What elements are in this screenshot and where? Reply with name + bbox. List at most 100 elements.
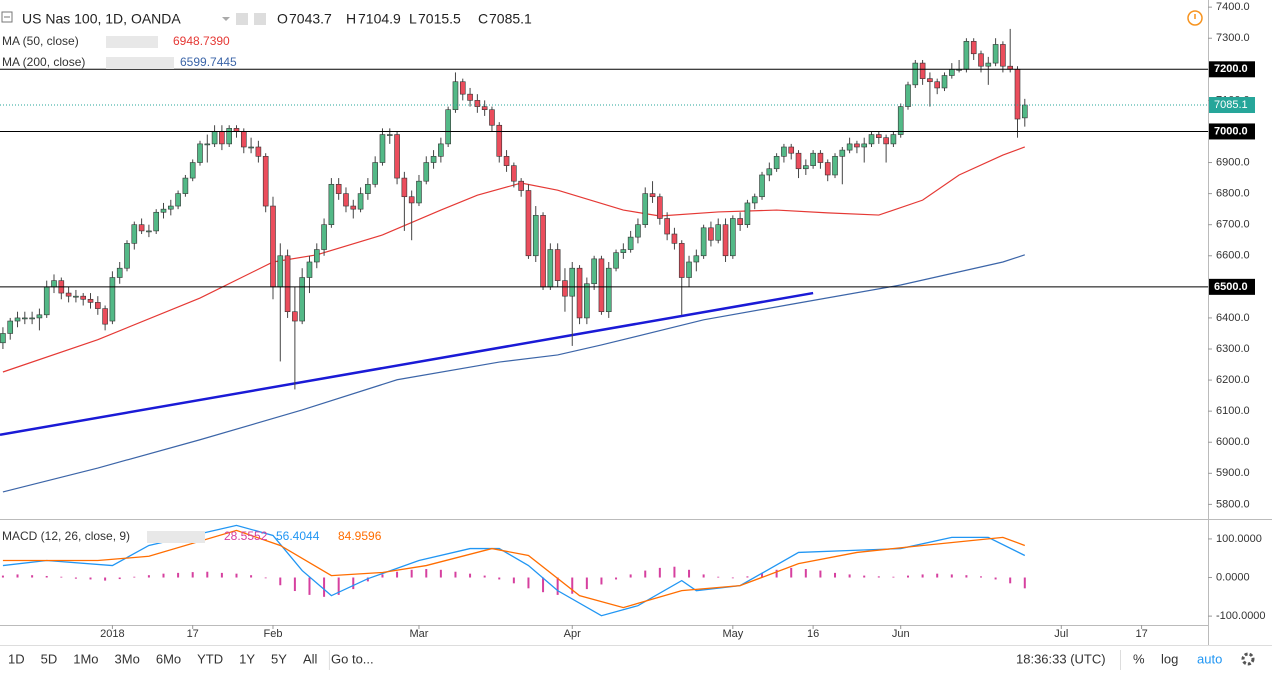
range-button[interactable]: 1D	[8, 651, 25, 666]
dropdown-icon[interactable]	[222, 17, 230, 21]
y-tick-label: 5900.0	[1216, 467, 1250, 479]
horizontal-line-label: 7200.0	[1214, 63, 1248, 75]
high-value: 7104.9	[358, 11, 401, 27]
candle-body	[649, 193, 656, 198]
candle-body	[43, 286, 50, 316]
y-tick-label: 7300.0	[1216, 32, 1250, 44]
candle-body	[299, 277, 305, 322]
candle-body	[445, 109, 451, 145]
range-button[interactable]: 1Y	[239, 651, 255, 666]
goto-button[interactable]: Go to...	[331, 651, 374, 666]
open-value: 7043.7	[289, 11, 332, 27]
horizontal-line-label: 7000.0	[1214, 125, 1248, 137]
settings-button[interactable]	[254, 13, 266, 25]
histogram-bar	[644, 570, 647, 578]
close-label: C	[478, 11, 488, 27]
log-button[interactable]: log	[1161, 651, 1178, 666]
collapse-button[interactable]	[1, 11, 13, 23]
histogram-bar	[323, 577, 326, 597]
candle-body	[401, 177, 408, 198]
candle-body	[204, 143, 211, 146]
candle-body	[408, 196, 415, 204]
histogram-bar	[498, 577, 501, 580]
histogram-bar	[439, 569, 442, 578]
ma200-buttons[interactable]	[106, 57, 174, 69]
candle-body	[474, 100, 481, 107]
histogram-bar	[877, 576, 880, 578]
alert-icon[interactable]	[1187, 10, 1203, 26]
range-button[interactable]: 5Y	[271, 651, 287, 666]
candle-body	[7, 320, 14, 334]
candle-body	[876, 134, 882, 138]
settings-gear[interactable]	[1241, 652, 1255, 666]
candle-body	[357, 193, 364, 210]
price-label-box	[1209, 123, 1255, 140]
histogram-bar	[104, 577, 107, 581]
candle-body	[306, 261, 313, 278]
candle-body	[219, 131, 225, 145]
range-button[interactable]: YTD	[197, 651, 223, 666]
y-tick-label: 6100.0	[1216, 405, 1250, 417]
candle-body	[73, 295, 79, 298]
candle-body	[751, 196, 758, 204]
candle-body	[824, 162, 831, 176]
low-label: L	[409, 11, 417, 27]
candle-body	[116, 267, 123, 278]
candle-body	[313, 249, 320, 263]
high-label: H	[346, 11, 356, 27]
y-tick-label: 6600.0	[1216, 250, 1250, 262]
candle-body	[438, 143, 444, 157]
histogram-bar	[454, 571, 457, 578]
candle-body	[773, 156, 780, 170]
candle-body	[569, 267, 576, 297]
candle-body	[153, 211, 160, 232]
trend-line	[0, 291, 814, 437]
range-button[interactable]: All	[303, 651, 318, 666]
y-tick-label: 5800.0	[1216, 498, 1250, 510]
candle-body	[584, 283, 590, 319]
ma50-buttons[interactable]	[106, 36, 158, 48]
macd-hist-value: 28.5552	[224, 529, 268, 543]
candle-body	[525, 190, 532, 257]
symbol-title[interactable]: US Nas 100, 1D, OANDA	[22, 11, 181, 27]
candle-body	[978, 53, 984, 67]
ma200-legend-name: MA (200, close)	[2, 55, 85, 69]
macd-buttons[interactable]	[147, 531, 205, 543]
histogram-bar	[235, 573, 238, 578]
range-button[interactable]: 6Mo	[156, 651, 181, 666]
range-button[interactable]: 3Mo	[115, 651, 140, 666]
y-tick-label: 100.0000	[1216, 533, 1262, 545]
candle-body	[1000, 44, 1006, 67]
candle-body	[467, 93, 473, 101]
candle-body	[452, 81, 459, 111]
y-tick-label: 6700.0	[1216, 219, 1250, 231]
horizontal-line-label: 6500.0	[1214, 281, 1248, 293]
candle-body	[14, 317, 21, 322]
percent-button[interactable]: %	[1133, 651, 1145, 666]
eye-button[interactable]	[236, 13, 248, 25]
candle-body	[124, 243, 130, 269]
close-value: 7085.1	[489, 11, 532, 27]
histogram-bar	[147, 575, 150, 578]
histogram-bar	[921, 574, 924, 578]
x-tick-label: Jun	[892, 628, 910, 640]
candle-body	[832, 156, 838, 176]
histogram-bar	[673, 566, 676, 578]
histogram-bar	[337, 577, 340, 595]
macd-line	[2, 529, 1026, 609]
auto-button[interactable]: auto	[1197, 651, 1222, 666]
candle-body	[22, 317, 28, 320]
candle-body	[547, 249, 554, 288]
candle-body	[605, 267, 612, 313]
range-button[interactable]: 5D	[41, 651, 58, 666]
candle-body	[416, 180, 422, 204]
candle-body	[737, 218, 743, 225]
candle-body	[109, 277, 116, 322]
histogram-bar	[979, 576, 982, 578]
candle-body	[255, 146, 262, 157]
histogram-bar	[206, 571, 209, 578]
x-tick-label: 17	[187, 628, 199, 640]
range-button[interactable]: 1Mo	[73, 651, 98, 666]
histogram-bar	[250, 575, 253, 578]
y-tick-label: 6400.0	[1216, 312, 1250, 324]
